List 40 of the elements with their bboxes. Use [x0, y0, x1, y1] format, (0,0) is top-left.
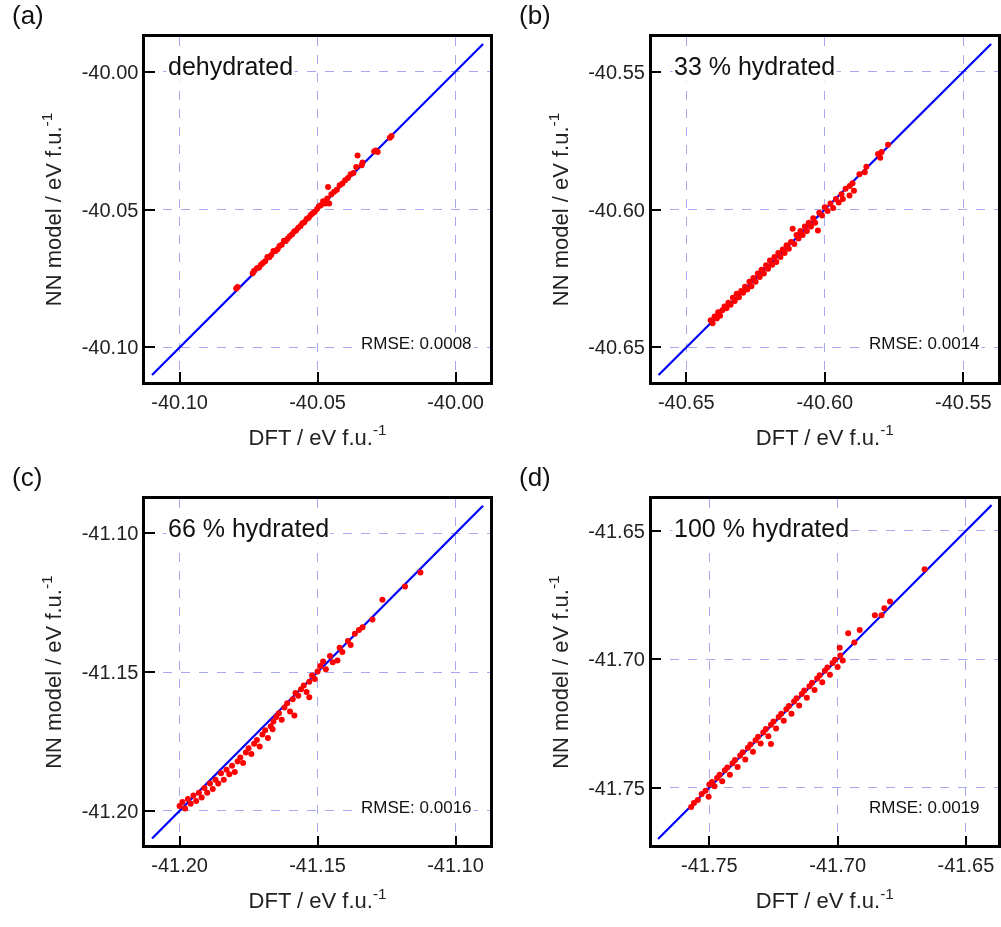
- y-tick-label: -40.60: [588, 198, 645, 221]
- annotation: 33 % hydrated: [674, 52, 836, 80]
- annotation: 66 % hydrated: [168, 514, 330, 542]
- annotation: RMSE: 0.0014: [869, 334, 980, 353]
- chart-title: (c): [12, 462, 43, 492]
- y-tick-label: -40.00: [81, 60, 139, 83]
- x-tick-label: -41.75: [681, 854, 738, 877]
- x-tick-label: -41.70: [809, 854, 867, 877]
- x-tick-label: -40.60: [796, 390, 854, 413]
- annotation: RMSE: 0.0008: [361, 334, 472, 353]
- y-tick-label: -41.10: [81, 522, 139, 545]
- x-tick-label: -40.55: [935, 390, 992, 413]
- y-tick-label: -41.70: [588, 648, 645, 671]
- x-tick-label: -40.00: [427, 390, 484, 413]
- chart-title: (d): [519, 462, 551, 492]
- y-tick-label: -40.55: [588, 60, 645, 83]
- annotation: dehydrated: [168, 52, 294, 80]
- x-tick-label: -41.15: [289, 854, 346, 877]
- x-tick-label: -41.10: [427, 854, 484, 877]
- y-tick-label: -41.20: [81, 799, 139, 822]
- y-tick-label: -41.65: [588, 519, 645, 542]
- annotation: RMSE: 0.0019: [869, 798, 980, 817]
- y-tick-label: -41.75: [588, 776, 645, 799]
- x-tick-label: -40.65: [657, 390, 715, 413]
- chart-title: (a): [12, 0, 44, 30]
- y-tick-label: -40.10: [81, 336, 139, 359]
- x-tick-label: -40.05: [289, 390, 346, 413]
- y-tick-label: -40.65: [588, 336, 645, 359]
- annotation: RMSE: 0.0016: [361, 798, 472, 817]
- x-tick-label: -41.65: [937, 854, 995, 877]
- x-axis-title: DFT / eV f.u.$^{-1}$: [755, 421, 894, 450]
- y-tick-label: -41.15: [81, 661, 139, 684]
- x-axis-title: DFT / eV f.u.$^{-1}$: [248, 421, 387, 450]
- chart-title: (b): [519, 0, 551, 30]
- x-tick-label: -41.20: [151, 854, 208, 877]
- x-tick-label: -40.10: [151, 390, 208, 413]
- x-axis-title: DFT / eV f.u.$^{-1}$: [248, 884, 387, 914]
- annotation: 100 % hydrated: [674, 514, 850, 542]
- x-axis-title: DFT / eV f.u.$^{-1}$: [755, 884, 894, 914]
- y-tick-label: -40.05: [81, 198, 139, 221]
